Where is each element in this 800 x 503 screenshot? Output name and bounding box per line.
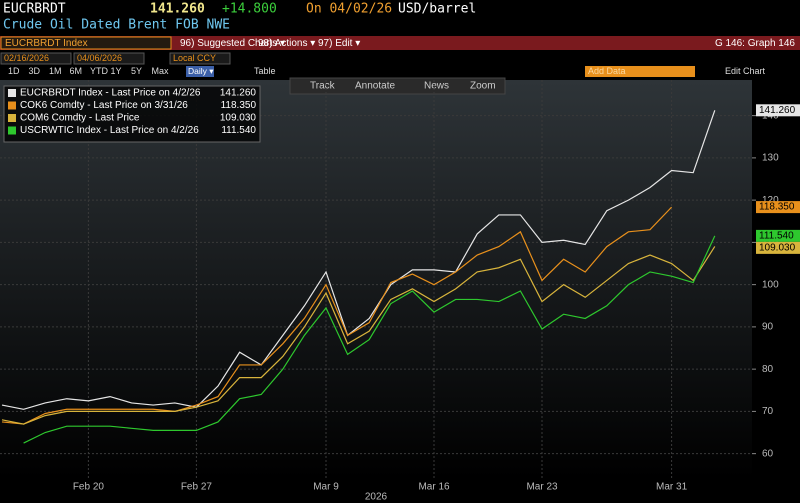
header: EUCRBRDT 141.260 +14.800 On 04/02/26 USD… (3, 2, 476, 33)
series-line (1, 246, 716, 425)
value-tag (756, 229, 800, 242)
period-button[interactable]: 1M (49, 66, 62, 76)
period-button[interactable]: YTD (90, 66, 109, 76)
value-tag (756, 104, 800, 117)
toolbar (289, 77, 506, 95)
period-button[interactable]: 1D (8, 66, 20, 76)
description: Crude Oil Dated Brent FOB NWE (3, 18, 230, 33)
x-tick-label: Feb 27 (181, 482, 213, 493)
unit: USD/barrel (398, 2, 476, 17)
end-box[interactable] (73, 52, 145, 65)
change: +14.800 (222, 2, 277, 17)
y-tick-label: 90 (762, 322, 774, 333)
value-tag-label: 111.540 (759, 231, 794, 242)
frequency: Daily ▾ (188, 66, 214, 76)
currency: Local CCY (173, 53, 216, 63)
y-tick-label: 80 (762, 364, 774, 375)
legend-value: 109.030 (220, 113, 257, 124)
legend-value: 141.260 (220, 88, 257, 99)
security: EUCRBRDT Index (5, 38, 88, 49)
x-tick-label: Mar 9 (313, 482, 339, 493)
add-data-box[interactable] (585, 66, 695, 77)
x-tick-label: Mar 31 (656, 482, 688, 493)
menu-item[interactable]: 96) Suggested Charts ▾ (180, 38, 285, 49)
period-button[interactable]: 1Y (111, 66, 122, 76)
series-line (1, 110, 716, 410)
start-date: 02/16/2026 (4, 53, 49, 63)
period-button[interactable]: 5Y (131, 66, 142, 76)
value-tag-label: 118.350 (759, 202, 795, 213)
menu-item[interactable]: 97) Edit ▾ (318, 38, 360, 49)
y-tick-label: 60 (762, 448, 774, 459)
ticker: EUCRBRDT (3, 2, 66, 17)
y-tick-label: 120 (762, 195, 779, 206)
x-axis-label: 2026 (365, 492, 388, 503)
legend-value: 118.350 (221, 100, 257, 111)
edit-chart[interactable]: Edit Chart (725, 66, 766, 76)
legend-swatch (8, 114, 16, 122)
date: On 04/02/26 (306, 2, 392, 17)
freq-box[interactable] (186, 66, 214, 77)
x-tick-label: Mar 23 (526, 482, 558, 493)
value-tag-label: 109.030 (759, 243, 796, 254)
value-tag-label: 141.260 (759, 105, 796, 116)
add-data: Add Data (588, 66, 626, 76)
legend-swatch (8, 126, 16, 135)
legend-entry: EUCRBRDT Index - Last Price on 4/2/26 (20, 88, 201, 99)
y-tick-label: 70 (762, 406, 774, 417)
legend-swatch (8, 89, 16, 97)
y-tick-label: 100 (762, 279, 779, 290)
end-date: 04/06/2026 (77, 53, 122, 63)
legend-entry: COM6 Comdty - Last Price (20, 113, 140, 124)
legend-swatch (8, 101, 16, 110)
menu-bar (0, 36, 800, 50)
value-tag (756, 201, 800, 214)
y-tick-label: 130 (762, 153, 779, 164)
start-box[interactable] (0, 52, 72, 65)
period-button[interactable]: 3D (29, 66, 41, 76)
ccy-box[interactable] (169, 52, 231, 65)
legend-value: 111.540 (221, 125, 256, 136)
period-button[interactable]: Max (152, 66, 170, 76)
graph-label[interactable]: G 146: Graph 146 (715, 38, 795, 49)
menu-item[interactable]: 98) Actions ▾ (258, 38, 315, 49)
legend-entry: USCRWTIC Index - Last Price on 4/2/26 (20, 125, 199, 136)
legend-box (3, 85, 261, 143)
plot-area (0, 80, 752, 479)
series-line (23, 235, 716, 444)
legend-entry: COK6 Comdty - Last Price on 3/31/26 (20, 100, 188, 111)
table-button[interactable]: Table (254, 66, 276, 76)
tool-button[interactable]: Track (310, 81, 336, 92)
security-box[interactable] (0, 36, 172, 50)
x-tick-label: Mar 16 (418, 482, 450, 493)
period-button[interactable]: 6M (70, 66, 83, 76)
value-tag (756, 241, 800, 254)
tool-button[interactable]: Annotate (355, 81, 395, 92)
tool-button[interactable]: Zoom (470, 81, 496, 92)
x-tick-label: Feb 20 (73, 482, 105, 493)
tool-button[interactable]: News (424, 81, 449, 92)
price: 141.260 (150, 2, 205, 17)
series-line (1, 206, 673, 425)
legend: EUCRBRDT Index - Last Price on 4/2/26 141… (3, 85, 261, 143)
